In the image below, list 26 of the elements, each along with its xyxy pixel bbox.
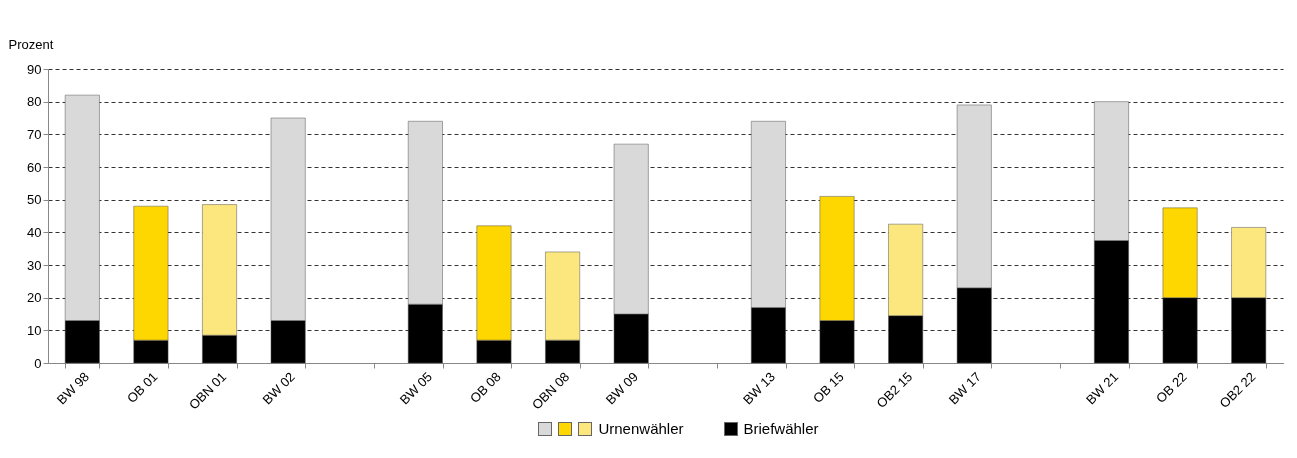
y-tick-label: 10 [27, 322, 42, 338]
y-tick-label: 90 [27, 61, 42, 77]
y-tick-label: 70 [27, 126, 42, 142]
x-tick-label: OB 22 [1153, 369, 1190, 406]
x-tick-label: OB2 15 [873, 369, 916, 411]
x-tick-label: BW 02 [259, 369, 298, 408]
y-tick-label: 60 [27, 159, 42, 175]
x-tick-label: OB2 22 [1216, 369, 1259, 411]
legend-label: Briefwähler [743, 420, 819, 437]
y-tick-label: 50 [27, 192, 42, 208]
x-tick-label: BW 13 [739, 369, 779, 408]
x-tick-label: OB 15 [810, 369, 847, 406]
y-tick-label: 30 [27, 257, 42, 273]
y-tick-label: 20 [27, 290, 42, 306]
x-tick-label: BW 21 [1082, 369, 1122, 408]
y-tick-label: 0 [34, 355, 42, 371]
x-tick-label: BW 98 [53, 369, 92, 408]
x-tick-label: BW 05 [396, 369, 436, 408]
x-tick-label: OB 08 [466, 369, 504, 406]
x-tick-label: OB 01 [123, 369, 161, 406]
x-tick-label: BW 17 [945, 369, 984, 408]
legend-label: Urnenwähler [598, 420, 684, 437]
y-tick-label: 40 [27, 224, 42, 240]
x-tick-label: BW 09 [602, 369, 641, 408]
y-tick-label: 80 [27, 94, 42, 110]
y-axis-title: Prozent [8, 36, 54, 52]
